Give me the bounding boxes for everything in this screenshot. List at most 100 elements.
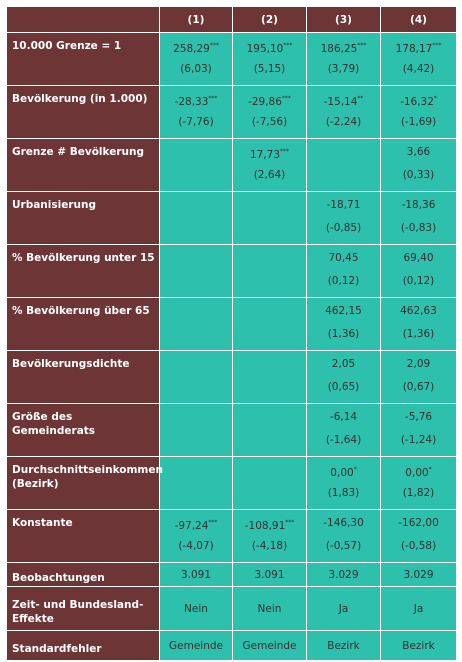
data-cell: -18,36 (-0,83) <box>380 191 457 245</box>
footer-cell: Nein <box>232 586 307 631</box>
footer-row: Standardfehler Gemeinde Gemeinde Bezirk Bezi… <box>6 630 457 661</box>
coefficient-line <box>160 457 232 483</box>
row-label: Zeit- und Bundesland-Effekte <box>6 586 160 631</box>
significance-stars: * <box>428 466 432 473</box>
significance-stars: *** <box>281 95 291 102</box>
footer-cell: 3.029 <box>380 562 457 587</box>
se-line: (-0,58) <box>381 536 456 562</box>
data-cell: -16,32* (-1,69) <box>380 85 457 139</box>
data-cell: 2,05 (0,65) <box>306 350 381 404</box>
standard-error: (3,79) <box>327 63 360 75</box>
data-cell <box>159 138 233 192</box>
coefficient: 70,45 <box>328 252 359 264</box>
coefficient-line: -29,86*** <box>233 86 306 112</box>
standard-error: (-0,58) <box>400 540 437 552</box>
significance-stars: *** <box>283 42 293 49</box>
data-cell: -15,14** (-2,24) <box>306 85 381 139</box>
data-cell: -108,91*** (-4,18) <box>232 509 307 563</box>
significance-stars: *** <box>285 519 295 526</box>
coefficient-line <box>160 245 232 271</box>
coefficient: -18,36 <box>401 199 436 211</box>
standard-error: (-4,07) <box>178 540 214 552</box>
coefficient: 17,73 <box>249 149 281 161</box>
coefficient-line: -18,36 <box>381 192 456 218</box>
standard-error: (-1,69) <box>400 116 437 128</box>
coefficient-line: -16,32* <box>381 86 456 112</box>
footer-cell: 3.029 <box>306 562 381 587</box>
coefficient-line: -162,00 <box>381 510 456 536</box>
standard-error: (-1,24) <box>400 434 437 446</box>
se-line <box>160 271 232 297</box>
coefficient-line <box>160 139 232 165</box>
coefficient: 3,66 <box>406 146 431 158</box>
data-cell: -97,24*** (-4,07) <box>159 509 233 563</box>
data-cell: -5,76 (-1,24) <box>380 403 457 457</box>
coefficient-line: 462,15 <box>307 298 380 324</box>
standard-error: (5,15) <box>253 63 286 75</box>
coefficient-line <box>233 351 306 377</box>
coefficient-line: 2,09 <box>381 351 456 377</box>
se-line <box>233 271 306 297</box>
coefficient-line: 17,73*** <box>233 139 306 165</box>
data-cell <box>232 456 307 510</box>
coefficient: 69,40 <box>403 252 434 264</box>
coefficient-line: 462,63 <box>381 298 456 324</box>
data-cell: 0,00* (1,82) <box>380 456 457 510</box>
se-line <box>160 218 232 244</box>
footer-row: Beobachtungen 3.091 3.091 3.029 3.029 <box>6 562 457 587</box>
se-line <box>160 483 232 509</box>
coefficient: -97,24 <box>174 520 209 532</box>
footer-cell: Ja <box>306 586 381 631</box>
coefficient-line: 258,29*** <box>160 33 232 59</box>
standard-error: (1,83) <box>327 487 360 499</box>
significance-stars: *** <box>208 519 218 526</box>
coefficient-line: -108,91*** <box>233 510 306 536</box>
se-line: (0,12) <box>307 271 380 297</box>
row-label: Standardfehler <box>6 630 160 661</box>
se-line <box>160 377 232 403</box>
column-header: (1) <box>159 6 233 33</box>
data-cell: 195,10*** (5,15) <box>232 32 307 86</box>
row-label: 10.000 Grenze = 1 <box>6 32 160 86</box>
se-line: (-7,56) <box>233 112 306 138</box>
coefficient-line: -5,76 <box>381 404 456 430</box>
data-cell <box>232 244 307 298</box>
data-cell: 3,66 (0,33) <box>380 138 457 192</box>
coefficient: -6,14 <box>329 411 358 423</box>
coefficient-line: 186,25*** <box>307 33 380 59</box>
row-label: Beobachtungen <box>6 562 160 587</box>
coefficient-line <box>233 192 306 218</box>
data-cell: 2,09 (0,67) <box>380 350 457 404</box>
coef-row: 10.000 Grenze = 1 258,29*** (6,03) 195,10**… <box>6 32 457 86</box>
data-cell: 462,63 (1,36) <box>380 297 457 351</box>
significance-stars: ** <box>357 95 364 102</box>
coefficient: -15,14 <box>323 96 358 108</box>
se-line: (4,42) <box>381 59 456 85</box>
coef-row: Größe des Gemeinderats -6,14 (-1,64) -5,76 (… <box>6 403 457 457</box>
coef-row: Konstante -97,24*** (-4,07) -108,91*** (-4,1… <box>6 509 457 563</box>
standard-error: (-1,64) <box>325 434 362 446</box>
coefficient-line: -146,30 <box>307 510 380 536</box>
significance-stars: *** <box>280 148 290 155</box>
standard-error: (2,64) <box>253 169 286 181</box>
row-label: Größe des Gemeinderats <box>6 403 160 457</box>
se-line: (0,67) <box>381 377 456 403</box>
se-line: (-1,24) <box>381 430 456 456</box>
standard-error: (-0,57) <box>325 540 362 552</box>
data-cell: -6,14 (-1,64) <box>306 403 381 457</box>
coefficient-line <box>233 298 306 324</box>
coef-row: % Bevölkerung unter 15 70,45 (0,12) 69,40 (0… <box>6 244 457 298</box>
se-line: (-4,07) <box>160 536 232 562</box>
coefficient-line: -15,14** <box>307 86 380 112</box>
data-cell <box>159 297 233 351</box>
footer-row: Zeit- und Bundesland-Effekte Nein Nein Ja Ja <box>6 586 457 631</box>
coefficient: 195,10 <box>246 43 284 55</box>
coefficient: 186,25 <box>320 43 358 55</box>
standard-error: (-7,56) <box>251 116 288 128</box>
coef-row: Bevölkerungsdichte 2,05 (0,65) 2,09 (0,67) <box>6 350 457 404</box>
se-line: (0,65) <box>307 377 380 403</box>
header-row: (1) (2) (3) (4) <box>6 6 457 33</box>
coefficient-line <box>307 139 380 165</box>
coef-row: % Bevölkerung über 65 462,15 (1,36) 462,63 (… <box>6 297 457 351</box>
